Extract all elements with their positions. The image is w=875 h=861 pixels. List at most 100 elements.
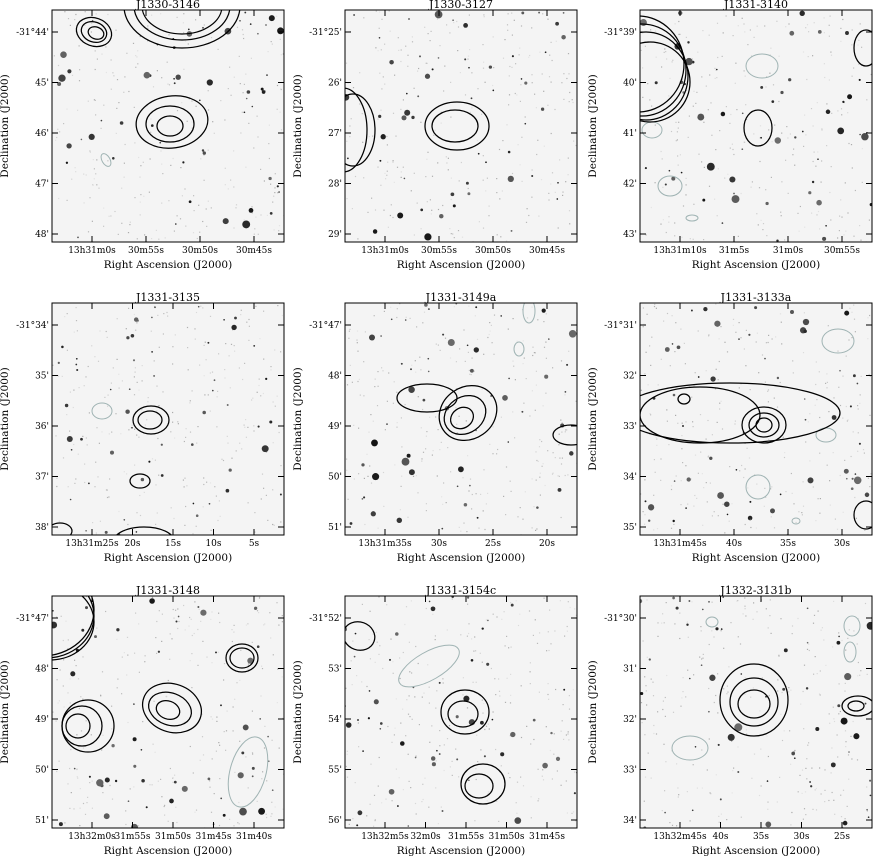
field-stars xyxy=(53,11,284,240)
x-tick-label: 31m45s xyxy=(195,832,231,842)
x-tick-label: 13h31m25s xyxy=(65,539,119,549)
x-tick-label: 13h31m35s xyxy=(358,539,412,549)
negative-contour xyxy=(843,641,857,663)
contour-level xyxy=(677,393,691,405)
contour-level xyxy=(52,522,73,535)
x-tick-label: 10s xyxy=(205,539,221,549)
image-background xyxy=(345,10,577,242)
x-tick-label: 30m45s xyxy=(529,246,565,256)
plot-frame xyxy=(51,595,285,829)
y-tick-label: 34' xyxy=(623,816,637,826)
y-tick-label: 56' xyxy=(328,816,342,826)
contour-level xyxy=(155,699,181,721)
x-tick-label: 31m55s xyxy=(448,832,484,842)
x-axis-label: Right Ascension (J2000) xyxy=(104,552,232,564)
plot-frame xyxy=(344,595,578,829)
y-tick-label: 53' xyxy=(328,665,342,675)
contour-level xyxy=(145,105,195,143)
x-tick-label: 15s xyxy=(165,539,181,549)
x-tick-label: 32m0s xyxy=(410,832,441,842)
field-stars xyxy=(345,10,577,242)
contour-level xyxy=(345,621,376,651)
y-axis-label: Declination (J2000) xyxy=(292,367,304,470)
contour-level xyxy=(141,10,223,35)
y-tick-label: 54' xyxy=(328,715,342,725)
y-tick-label: -31°47' xyxy=(309,321,342,331)
x-axis-label: Right Ascension (J2000) xyxy=(692,552,820,564)
contour-level xyxy=(447,700,479,728)
y-tick-label: 48' xyxy=(35,665,49,675)
x-tick-label: 30m55s xyxy=(824,246,860,256)
y-tick-label: 40' xyxy=(623,79,637,89)
x-tick-label: 30s xyxy=(793,832,809,842)
contour-level xyxy=(80,20,108,44)
contour-level xyxy=(741,406,787,444)
y-axis-label: Declination (J2000) xyxy=(0,660,11,763)
negative-contour xyxy=(91,402,113,420)
contour-level xyxy=(61,705,103,747)
radio-contours xyxy=(75,10,241,167)
x-tick-label: 30m50s xyxy=(475,246,511,256)
x-tick-label: 20s xyxy=(539,539,555,549)
contour-level xyxy=(640,15,685,113)
negative-contour xyxy=(671,735,709,761)
contour-level xyxy=(443,394,487,436)
y-axis-label: Declination (J2000) xyxy=(0,74,11,177)
field-stars xyxy=(640,596,872,828)
y-tick-label: -31°39' xyxy=(604,28,637,38)
y-tick-label: 34' xyxy=(623,473,637,483)
x-tick-label: 30s xyxy=(834,539,850,549)
x-tick-label: 13h32m0s xyxy=(68,832,116,842)
x-tick-label: 13h32m45s xyxy=(653,832,707,842)
negative-contour xyxy=(745,474,771,500)
contour-level xyxy=(132,405,170,435)
field-stars xyxy=(640,303,872,535)
x-tick-label: 30m55s xyxy=(128,246,164,256)
negative-contour xyxy=(843,615,861,637)
y-tick-label: -31°52' xyxy=(309,614,342,624)
plot-frame xyxy=(51,9,285,243)
image-background xyxy=(640,596,872,828)
x-tick-label: 31m45s xyxy=(529,832,565,842)
image-background xyxy=(52,596,284,828)
y-tick-label: 50' xyxy=(35,766,49,776)
negative-contour xyxy=(685,214,699,222)
y-tick-label: 35' xyxy=(35,372,49,382)
x-axis-label: Right Ascension (J2000) xyxy=(104,845,232,857)
y-tick-label: 51' xyxy=(328,523,342,533)
negative-contour xyxy=(745,53,779,79)
x-tick-label: 20s xyxy=(124,539,140,549)
x-tick-label: 13h32m5s xyxy=(361,832,409,842)
contour-level xyxy=(65,713,91,739)
radio-contours xyxy=(52,402,172,535)
negative-contour xyxy=(398,644,460,688)
x-tick-label: 40s xyxy=(712,832,728,842)
x-tick-label: 30m50s xyxy=(182,246,218,256)
contour-level xyxy=(748,412,780,438)
y-tick-label: 35' xyxy=(623,523,637,533)
x-tick-label: 31m5s xyxy=(719,246,750,256)
y-axis-label: Declination (J2000) xyxy=(0,367,11,470)
contour-level xyxy=(853,500,872,530)
contour-level xyxy=(396,383,458,413)
x-tick-label: 13h31m0s xyxy=(68,246,116,256)
radio-contours xyxy=(671,615,872,761)
y-tick-label: 48' xyxy=(328,372,342,382)
y-tick-label: -31°47' xyxy=(16,614,49,624)
contour-level xyxy=(719,663,789,737)
x-axis-label: Right Ascension (J2000) xyxy=(397,845,525,857)
image-background xyxy=(345,303,577,535)
contour-level xyxy=(87,26,105,40)
contour-level xyxy=(743,109,773,147)
field-stars xyxy=(52,305,284,535)
contour-level xyxy=(225,643,259,673)
y-tick-label: 42' xyxy=(623,180,637,190)
contour-level xyxy=(460,763,506,805)
y-tick-label: 36' xyxy=(35,422,49,432)
y-axis-label: Declination (J2000) xyxy=(292,74,304,177)
contour-level xyxy=(729,677,779,727)
